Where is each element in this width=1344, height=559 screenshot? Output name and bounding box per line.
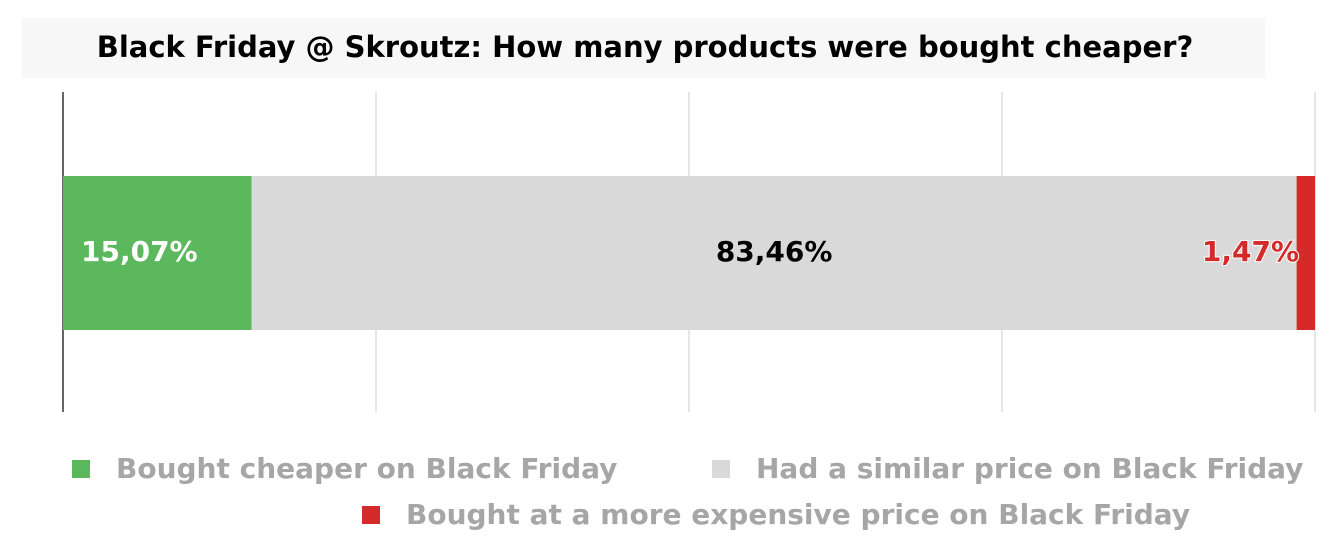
value-label: 15,07% (81, 235, 198, 268)
legend-label: Bought cheaper on Black Friday (116, 452, 617, 485)
title-background (22, 18, 1265, 78)
bar-segment (251, 176, 1297, 330)
chart-title: Black Friday @ Skroutz: How many product… (97, 30, 1194, 64)
bar-segment (63, 176, 252, 330)
value-label: 83,46% (716, 235, 833, 268)
legend-swatch (72, 460, 90, 478)
legend-swatch (712, 460, 730, 478)
bar-segment (1296, 176, 1315, 330)
legend-label: Bought at a more expensive price on Blac… (406, 498, 1190, 531)
legend-label: Had a similar price on Black Friday (756, 452, 1303, 485)
legend-swatch (362, 506, 380, 524)
value-label: 1,47% (1202, 235, 1299, 268)
